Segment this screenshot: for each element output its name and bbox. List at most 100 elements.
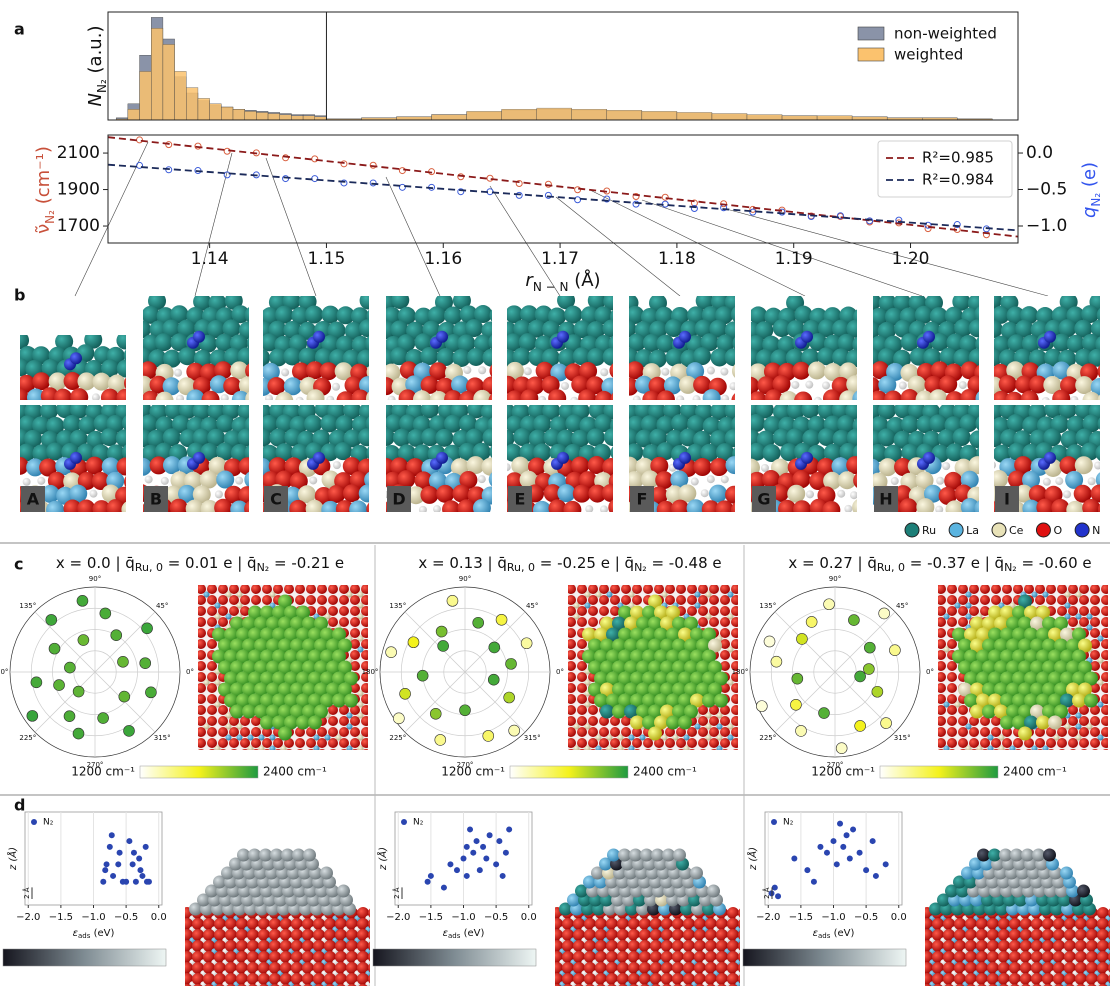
legend-label: R²=0.984 <box>922 171 994 189</box>
atom <box>344 694 358 708</box>
atom <box>936 727 946 737</box>
atom <box>1043 849 1056 862</box>
atom <box>859 367 867 375</box>
atom <box>679 452 691 464</box>
atom <box>328 749 338 759</box>
atom <box>566 694 576 704</box>
atom <box>306 749 316 759</box>
atom <box>524 367 532 375</box>
atom <box>731 305 749 323</box>
atom <box>1044 331 1056 343</box>
atom <box>101 389 119 407</box>
x-tick-label: −1.0 <box>451 912 475 923</box>
atom <box>947 749 957 759</box>
atom <box>196 595 206 605</box>
leader-line <box>642 200 922 296</box>
scatter-point <box>824 850 830 856</box>
atom <box>629 757 635 763</box>
scatter-point <box>137 867 143 873</box>
atom <box>1032 757 1038 763</box>
legend-marker <box>1075 523 1089 537</box>
render <box>619 401 750 533</box>
atom <box>368 918 380 930</box>
atom <box>643 584 653 594</box>
atom <box>466 514 484 532</box>
atom <box>306 595 316 605</box>
title-part: = 0.01 e | <box>163 554 247 572</box>
legend-label: Ru <box>922 524 936 537</box>
atom <box>942 462 950 470</box>
atom <box>916 498 934 516</box>
atom <box>959 381 967 389</box>
label-part: (eV) <box>90 928 114 939</box>
atom <box>1076 757 1082 763</box>
atom <box>678 716 692 730</box>
title-part: N₂ <box>257 561 270 574</box>
atom <box>599 606 609 616</box>
atom <box>700 520 708 528</box>
atom <box>313 512 331 530</box>
y2-tick-label: −1.0 <box>1026 216 1067 236</box>
atom <box>368 907 380 919</box>
atom <box>1084 694 1098 708</box>
atom <box>666 716 680 730</box>
polar-point <box>119 691 130 702</box>
legend-label: N₂ <box>413 818 424 828</box>
render <box>132 400 262 533</box>
polar-point <box>879 608 890 619</box>
atom <box>490 306 508 324</box>
atom <box>947 617 957 627</box>
atom <box>56 512 74 530</box>
scale-bar-label: 2 Å <box>392 887 401 899</box>
structure-label: G <box>757 490 770 509</box>
atom <box>435 429 453 447</box>
x-tick-label: −0.5 <box>854 912 878 923</box>
scatter-point <box>873 873 879 879</box>
atom <box>665 749 675 759</box>
atom <box>603 348 621 366</box>
atom <box>958 705 968 715</box>
atom <box>985 320 1003 338</box>
title-part: Ru, 0 <box>877 561 905 574</box>
atom <box>1002 584 1012 594</box>
legend-swatch <box>858 27 884 40</box>
colorbar-label: 2400 cm⁻¹ <box>633 765 697 779</box>
scatter-point <box>399 168 405 174</box>
scatter-point <box>493 861 499 867</box>
polar-point <box>117 656 128 667</box>
x-tick-label: 1.17 <box>541 249 579 269</box>
atom <box>176 395 184 403</box>
atom <box>1048 716 1062 730</box>
atom <box>221 394 229 402</box>
histogram-bar <box>140 71 152 120</box>
atom <box>566 639 576 649</box>
atom <box>1021 757 1027 763</box>
atom <box>534 518 542 526</box>
scatter-point <box>143 844 149 850</box>
atom <box>791 381 799 389</box>
polar-point <box>796 633 807 644</box>
atom <box>235 477 243 485</box>
x-tick-label: −2.0 <box>756 912 780 923</box>
histogram-bar <box>303 116 315 120</box>
scatter-point <box>464 844 470 850</box>
legend-marker <box>31 819 37 825</box>
atom <box>673 849 686 862</box>
legend-label: Ce <box>1009 524 1024 537</box>
atom <box>361 595 371 605</box>
theta-tick-label: 45° <box>526 602 538 610</box>
atom <box>216 471 234 489</box>
scatter-point <box>804 867 810 873</box>
legend-label: N₂ <box>43 818 54 828</box>
polar-point <box>764 636 775 647</box>
atom <box>37 477 45 485</box>
atom <box>561 517 569 525</box>
atom <box>976 389 994 407</box>
atom <box>307 389 325 407</box>
y2-tick-label: −0.5 <box>1026 180 1067 200</box>
atom <box>376 926 382 932</box>
atom <box>273 749 283 759</box>
render <box>375 400 507 532</box>
atom <box>980 584 990 594</box>
render <box>499 291 629 409</box>
